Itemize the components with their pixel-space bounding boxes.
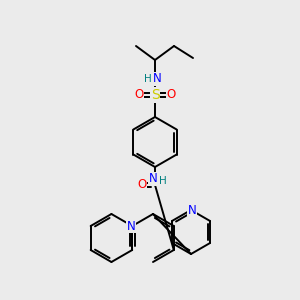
Text: H: H — [159, 176, 167, 186]
Text: O: O — [134, 88, 144, 101]
Text: N: N — [148, 172, 158, 185]
Text: N: N — [188, 203, 196, 217]
Text: N: N — [127, 220, 136, 232]
Text: N: N — [153, 73, 161, 85]
Text: S: S — [151, 88, 159, 102]
Text: H: H — [144, 74, 152, 84]
Text: O: O — [167, 88, 176, 101]
Text: O: O — [137, 178, 147, 191]
